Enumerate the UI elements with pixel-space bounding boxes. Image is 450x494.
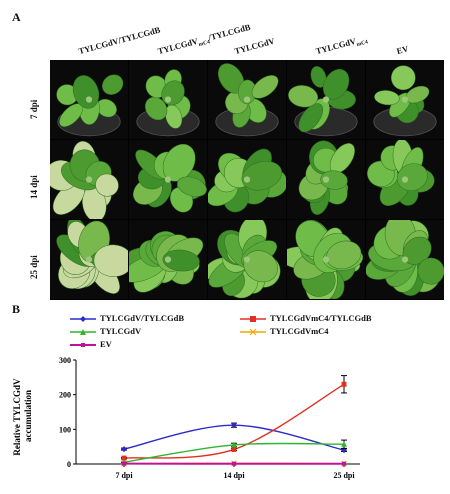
- data-point-s5-2: [232, 461, 236, 466]
- data-point-s2-2: [231, 446, 237, 452]
- plant-photo-r2-c4: [287, 140, 365, 219]
- legend-item-5: EV: [70, 339, 112, 349]
- data-point-s5-1: [122, 461, 126, 466]
- plant-photo-r3-c1: [50, 220, 128, 299]
- plant-photo-r2-c1: [50, 140, 128, 219]
- x-tick-label: 25 dpi: [333, 471, 355, 480]
- plant-photo-grid: [50, 60, 444, 300]
- x-tick-label: 7 dpi: [115, 471, 133, 480]
- plant-photo-r3-c2: [129, 220, 207, 299]
- y-tick-label: 200: [59, 391, 71, 400]
- plant-photo-r3-c5: [366, 220, 444, 299]
- panel-b-label: B: [12, 302, 21, 316]
- column-header-3: TYLCGdV: [233, 35, 276, 56]
- panel-a-label: A: [12, 10, 21, 24]
- plant-photo-r2-c2: [129, 140, 207, 219]
- data-point-s5-3: [342, 461, 346, 466]
- plant-photo-r1-c2: [129, 60, 207, 139]
- y-axis-title-box: Relative TYLCGdV accumulation: [4, 356, 44, 476]
- row-header-25dpi: 25 dpi: [29, 255, 39, 279]
- plant-photo-r1-c5: [366, 60, 444, 139]
- plant-photo-r1-c3: [208, 60, 286, 139]
- column-header-5: EV: [395, 43, 410, 56]
- legend-item-1: TYLCGdV/TYLCGdB: [70, 313, 184, 323]
- plant-photo-r2-c5: [366, 140, 444, 219]
- plant-photo-r1-c1: [50, 60, 128, 139]
- data-point-s2-1: [121, 455, 127, 461]
- column-header-1: TYLCGdV/TYLCGdB: [77, 24, 162, 56]
- column-header-4: TYLCGdVmC4: [314, 35, 369, 57]
- chart-legend: TYLCGdV/TYLCGdB TYLCGdVmC4/TYLCGdB TYLCG…: [70, 313, 430, 353]
- data-point-s3-2: [231, 441, 237, 448]
- legend-item-2: TYLCGdVmC4/TYLCGdB: [240, 313, 372, 323]
- y-tick-label: 100: [59, 425, 71, 434]
- row-header-14dpi: 14 dpi: [29, 175, 39, 199]
- plant-photo-r2-c3: [208, 140, 286, 219]
- y-tick-label: 300: [59, 356, 71, 365]
- y-axis-title: Relative TYLCGdV accumulation: [12, 376, 33, 455]
- data-point-s1-1: [121, 446, 127, 453]
- data-point-s2-3: [341, 381, 347, 387]
- x-tick-label: 14 dpi: [223, 471, 245, 480]
- row-header-7dpi: 7 dpi: [29, 99, 39, 119]
- plant-photo-r3-c4: [287, 220, 365, 299]
- plant-photo-r3-c3: [208, 220, 286, 299]
- data-point-s1-2: [231, 422, 237, 429]
- legend-item-3: TYLCGdV: [70, 326, 141, 336]
- data-point-s3-3: [341, 441, 347, 447]
- y-tick-label: 0: [67, 460, 71, 469]
- legend-item-4: TYLCGdVmC4: [240, 326, 329, 336]
- plant-photo-r1-c4: [287, 60, 365, 139]
- accumulation-line-chart: 0 100 200 300 7 dpi 14 dpi 25 dpi: [59, 356, 360, 480]
